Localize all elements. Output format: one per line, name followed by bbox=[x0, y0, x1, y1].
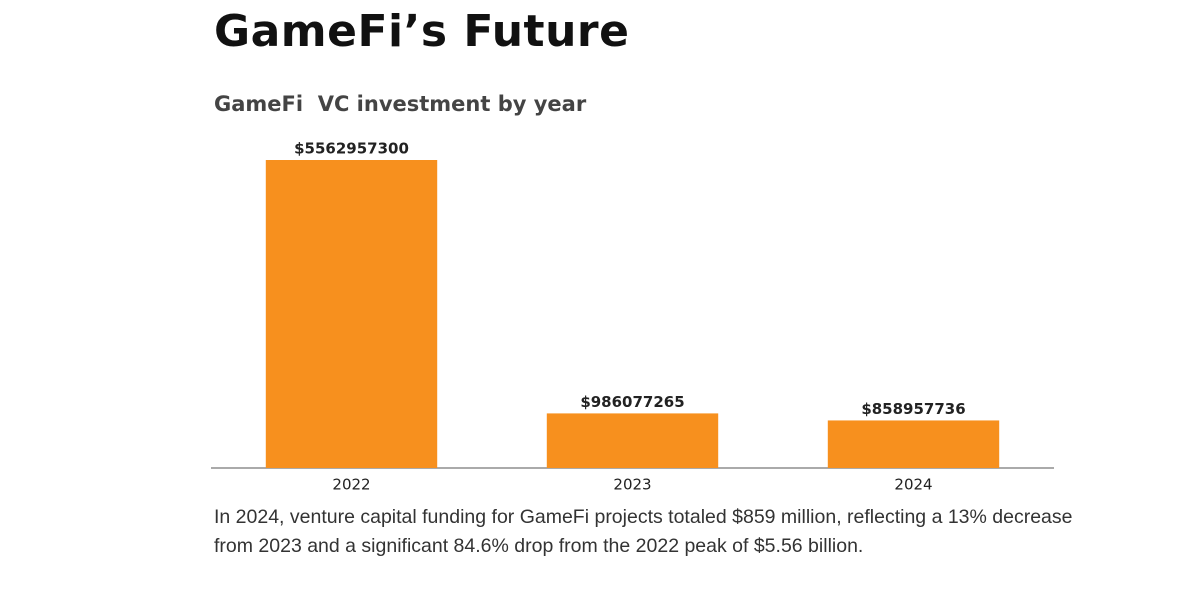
value-label: $858957736 bbox=[861, 400, 965, 418]
x-tick-label: 2023 bbox=[613, 476, 651, 494]
value-label: $986077265 bbox=[580, 393, 684, 411]
x-tick-label: 2022 bbox=[332, 476, 370, 494]
bar bbox=[265, 160, 438, 468]
chart-title: GameFi VC investment by year bbox=[214, 92, 587, 116]
value-label: $5562957300 bbox=[294, 140, 409, 158]
bar bbox=[827, 420, 1000, 468]
page-heading: GameFi’s Future bbox=[214, 6, 630, 57]
bar bbox=[546, 413, 719, 468]
x-tick-label: 2024 bbox=[894, 476, 932, 494]
chart: GameFi VC investment by year $5562957300… bbox=[211, 92, 1054, 494]
caption: In 2024, venture capital funding for Gam… bbox=[214, 506, 1073, 557]
